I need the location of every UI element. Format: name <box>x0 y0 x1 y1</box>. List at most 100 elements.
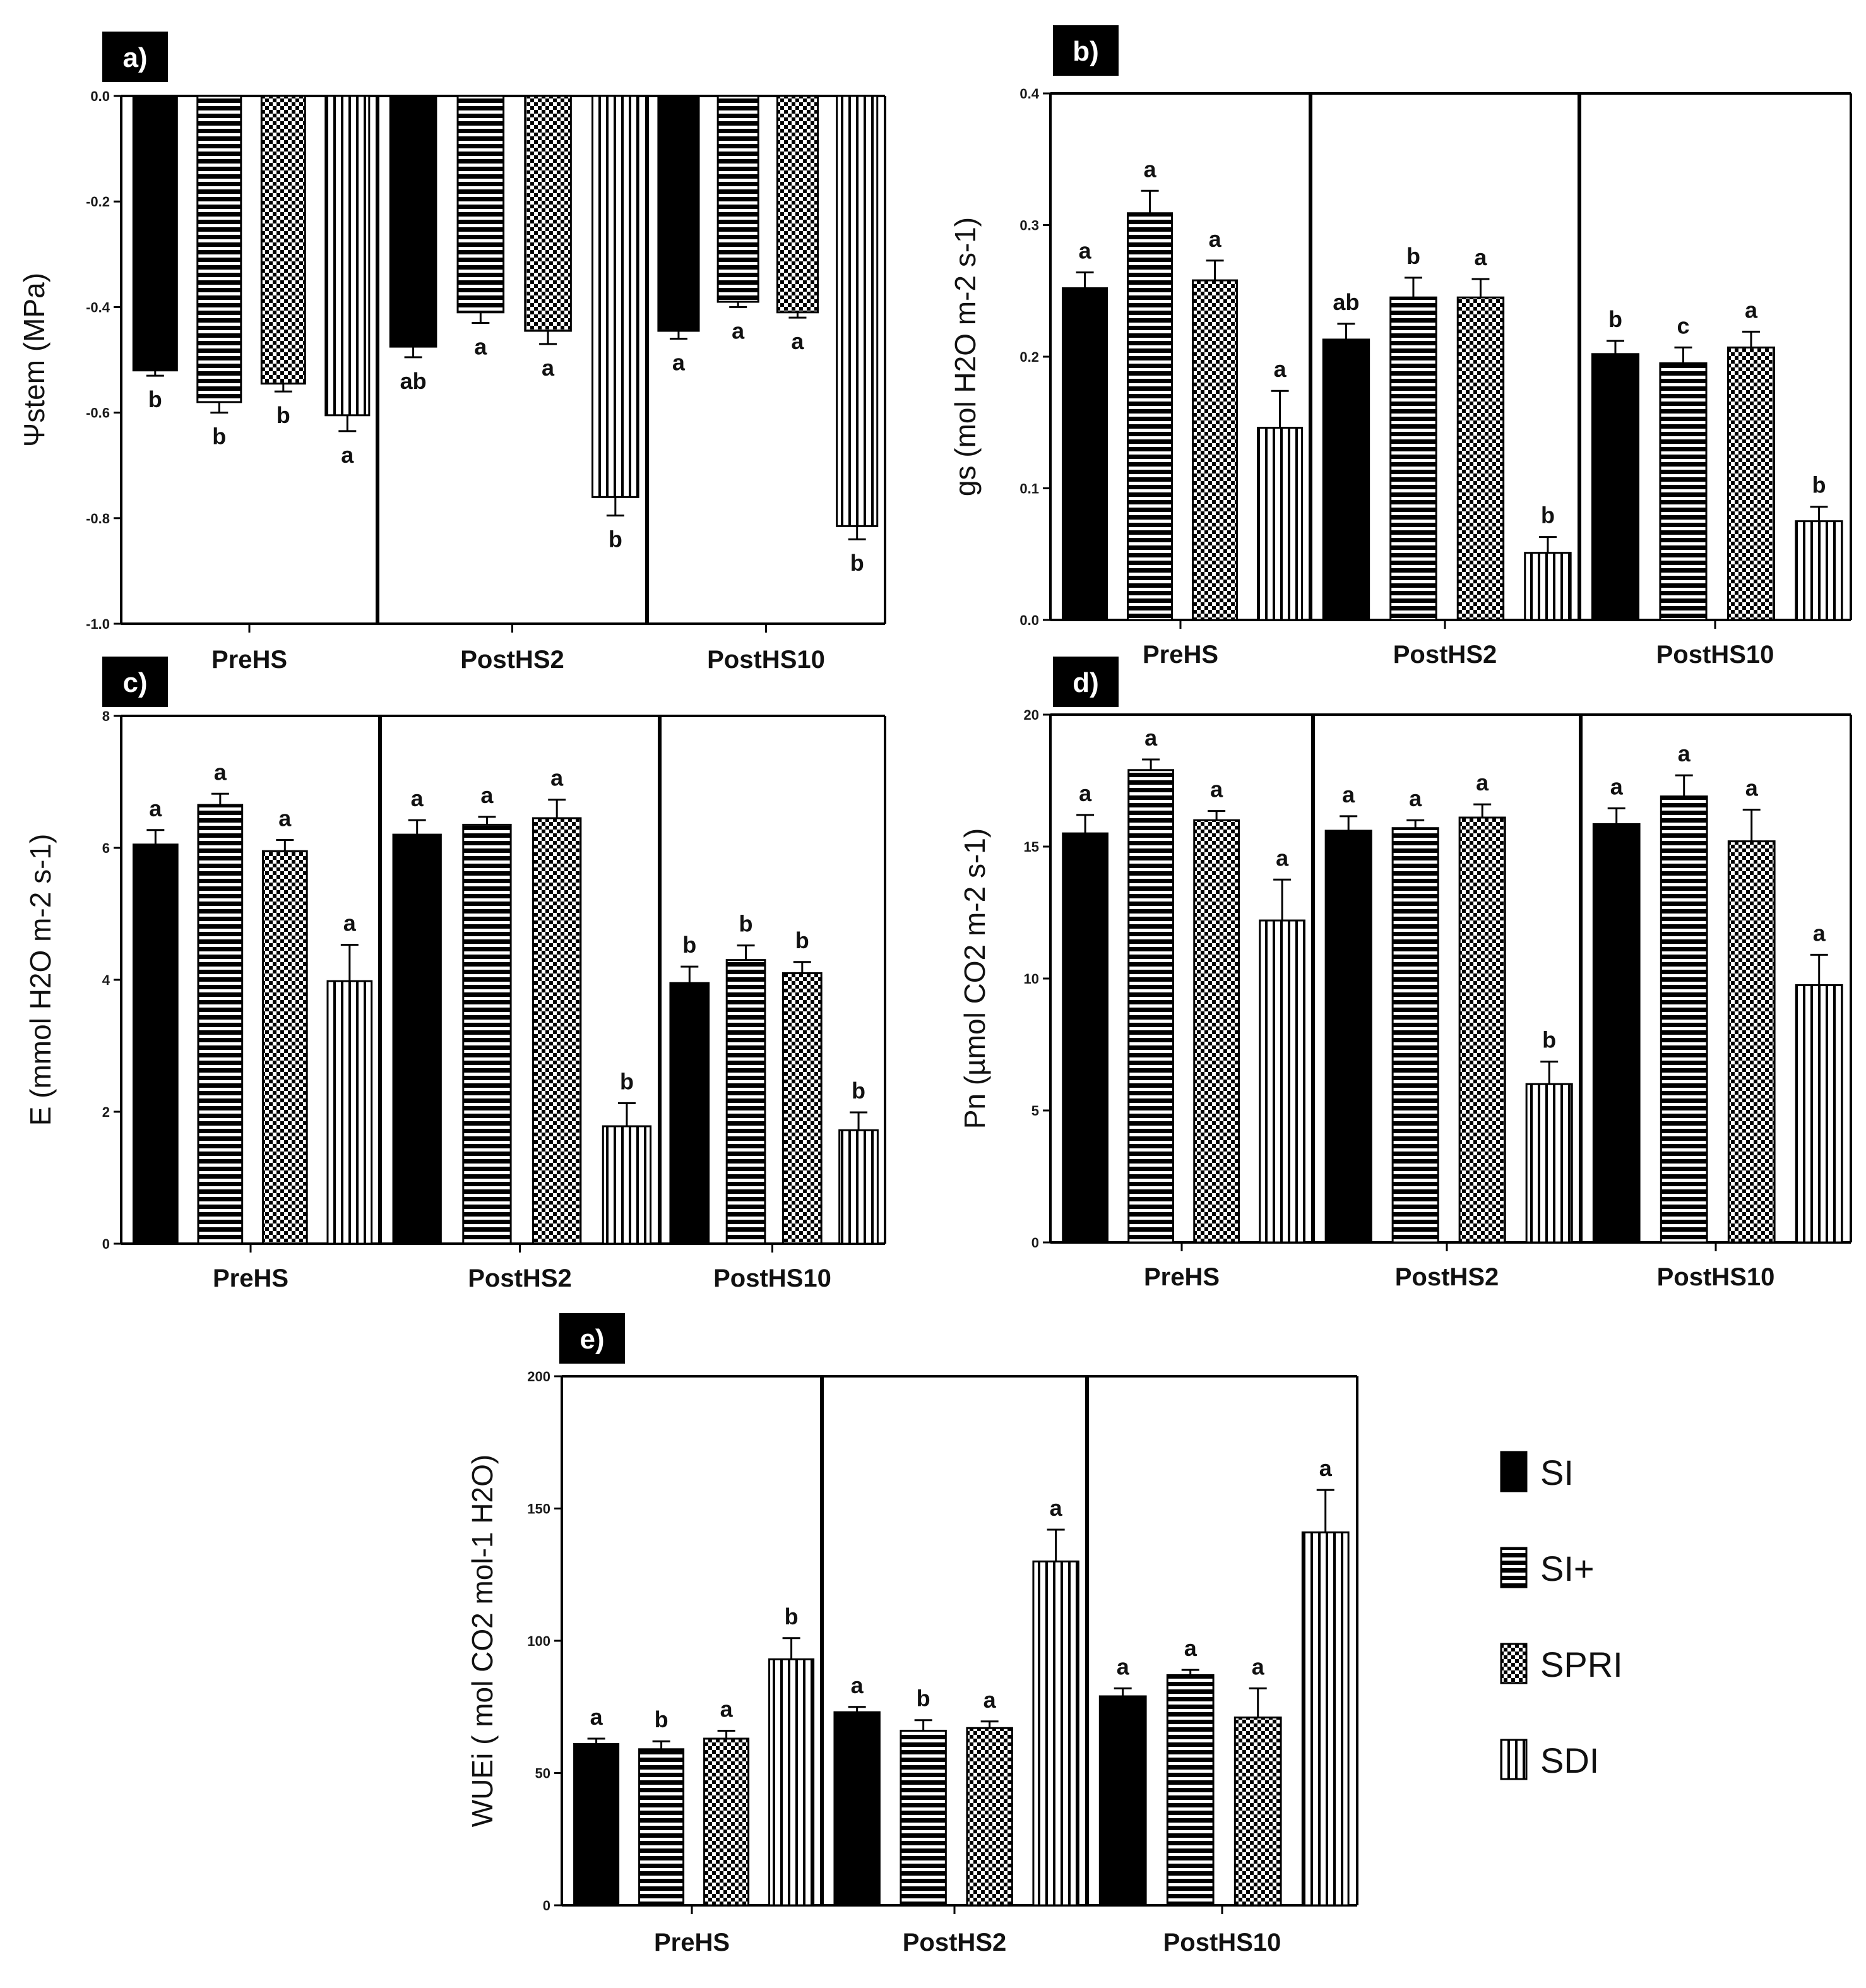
bar-si-posths2 <box>392 833 442 1245</box>
bar-sdi-prehs <box>324 95 371 417</box>
x-category-label: PostHS10 <box>1163 1929 1281 1956</box>
panels-layer: 0.0 -0.2 -0.4 -0.6 -0.8 -1.0 PreHS b b b a PostHS2 a… <box>18 25 1852 1956</box>
significance-letter: a <box>1274 356 1287 382</box>
panel-label-box <box>102 32 168 82</box>
y-tick-label: 0.1 <box>1019 481 1039 497</box>
significance-letter: b <box>655 1706 669 1732</box>
significance-letter: a <box>550 765 564 791</box>
significance-letter: b <box>1542 1027 1556 1053</box>
bar-spri-posths10 <box>781 972 823 1245</box>
legend-swatch-hlines <box>1500 1547 1528 1588</box>
x-category-label: PostHS10 <box>1656 641 1774 669</box>
significance-letter: a <box>149 795 162 821</box>
y-tick-label: 15 <box>1024 839 1039 855</box>
x-category-label: PostHS2 <box>460 646 564 674</box>
significance-letter: b <box>917 1686 930 1711</box>
bar-si-posths2 <box>389 95 437 348</box>
bar-sdi-posths10 <box>836 95 879 527</box>
significance-letter: a <box>1117 1653 1130 1679</box>
bar-si-plus-prehs <box>1127 212 1174 621</box>
bar-si-prehs <box>132 95 178 372</box>
y-tick-label: -0.8 <box>86 511 110 527</box>
bar-si-plus-posths2 <box>462 823 512 1245</box>
bar-si-posths10 <box>669 982 710 1245</box>
bar-sdi-posths2 <box>1524 552 1572 621</box>
significance-letter: b <box>785 1604 799 1629</box>
significance-letter: a <box>1210 777 1223 802</box>
significance-letter: a <box>1144 156 1157 182</box>
x-category-label: PostHS10 <box>1657 1263 1775 1291</box>
y-tick-label: 0.0 <box>1019 612 1039 628</box>
significance-letter: b <box>212 424 226 449</box>
significance-letter: ab <box>400 368 427 394</box>
y-tick-label: 6 <box>102 840 110 856</box>
significance-letter: b <box>739 911 753 937</box>
bar-si-posths10 <box>1592 823 1641 1244</box>
bar-spri-posths10 <box>1233 1717 1282 1907</box>
bar-spri-posths2 <box>1458 816 1506 1244</box>
bar-si-plus-prehs <box>638 1748 685 1907</box>
panel-label-box <box>1053 657 1119 707</box>
bar-sdi-posths10 <box>838 1129 879 1245</box>
y-tick-label: 5 <box>1031 1103 1039 1119</box>
panel-label: b) <box>1073 36 1099 67</box>
significance-letter: a <box>590 1704 603 1730</box>
significance-letter: a <box>1144 725 1158 751</box>
panel-label-box <box>559 1313 625 1364</box>
y-axis-title: E (mmol H2O m-2 s-1) <box>24 834 57 1126</box>
significance-letter: a <box>1474 244 1487 270</box>
bar-si-plus-posths10 <box>1660 795 1708 1244</box>
legend-swatch-checker <box>1500 1643 1528 1684</box>
y-tick-label: 4 <box>102 972 110 988</box>
bar-sdi-posths2 <box>602 1125 652 1245</box>
significance-letter: b <box>682 932 696 958</box>
x-category-label: PreHS <box>654 1929 730 1956</box>
bar-si-plus-posths10 <box>725 959 766 1245</box>
significance-letter: a <box>1678 741 1691 766</box>
significance-letter: b <box>1406 243 1420 269</box>
y-tick-label: 0.2 <box>1019 349 1039 365</box>
significance-letter: a <box>1252 1653 1265 1679</box>
y-tick-label: 20 <box>1024 707 1039 723</box>
y-axis-title: gs (mol H2O m-2 s-1) <box>949 217 982 496</box>
bar-si-plus-prehs <box>196 95 242 403</box>
significance-letter: ab <box>1333 289 1359 315</box>
significance-letter: b <box>148 386 162 412</box>
x-category-label: PreHS <box>211 646 287 674</box>
significance-letter: a <box>1184 1635 1197 1661</box>
significance-letter: b <box>795 927 809 953</box>
y-tick-label: 0.4 <box>1019 86 1039 102</box>
significance-letter: b <box>1812 472 1826 498</box>
y-axis-title: Pn (µmol CO2 m-2 s-1) <box>958 828 991 1129</box>
significance-letter: a <box>1079 238 1092 264</box>
y-tick-label: -1.0 <box>86 616 110 632</box>
bar-spri-posths10 <box>1726 346 1776 621</box>
bar-sdi-posths10 <box>1301 1531 1350 1907</box>
bar-si-posths10 <box>657 95 700 332</box>
significance-letter: a <box>984 1687 997 1713</box>
panel-label: d) <box>1073 667 1099 698</box>
bar-si-plus-prehs <box>1127 769 1174 1244</box>
significance-letter: a <box>1745 297 1758 323</box>
bar-spri-prehs <box>1192 279 1239 621</box>
bar-spri-prehs <box>260 95 306 385</box>
bar-spri-posths2 <box>1456 296 1505 621</box>
significance-letter: b <box>620 1068 634 1094</box>
significance-letter: a <box>542 355 555 381</box>
bar-si-posths2 <box>1324 830 1372 1244</box>
bar-spri-posths10 <box>1727 840 1776 1244</box>
bar-sdi-prehs <box>768 1658 815 1907</box>
y-tick-label: 10 <box>1024 971 1039 987</box>
significance-letter: a <box>1409 785 1422 811</box>
y-axis-title: WUEi ( mol CO2 mol-1 H2O) <box>466 1455 499 1827</box>
legend-label: SDI <box>1540 1741 1599 1780</box>
significance-letter: a <box>1319 1455 1333 1481</box>
bar-si-plus-posths2 <box>456 95 505 314</box>
y-tick-label: 0.3 <box>1019 218 1039 234</box>
panel-label-box <box>102 657 168 707</box>
bar-sdi-posths2 <box>591 95 639 498</box>
significance-letter: b <box>850 550 864 576</box>
significance-letter: b <box>1541 503 1555 528</box>
